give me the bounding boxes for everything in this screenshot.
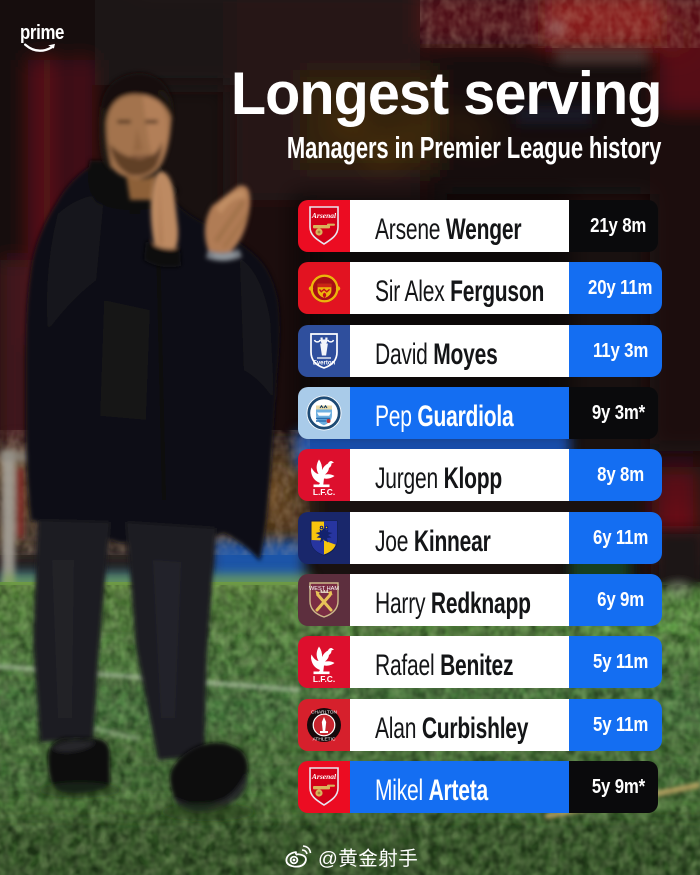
svg-text:CHARLTON: CHARLTON bbox=[311, 710, 337, 716]
svg-text:Arsenal: Arsenal bbox=[311, 772, 337, 781]
svg-text:Arsenal: Arsenal bbox=[311, 211, 337, 220]
svg-text:ATHLETIC: ATHLETIC bbox=[313, 736, 336, 742]
svg-text:Everton: Everton bbox=[313, 361, 336, 367]
svg-text:L.F.C.: L.F.C. bbox=[313, 487, 335, 497]
svg-text:L.F.C.: L.F.C. bbox=[313, 674, 335, 684]
svg-text:WEST HAM: WEST HAM bbox=[309, 586, 339, 592]
